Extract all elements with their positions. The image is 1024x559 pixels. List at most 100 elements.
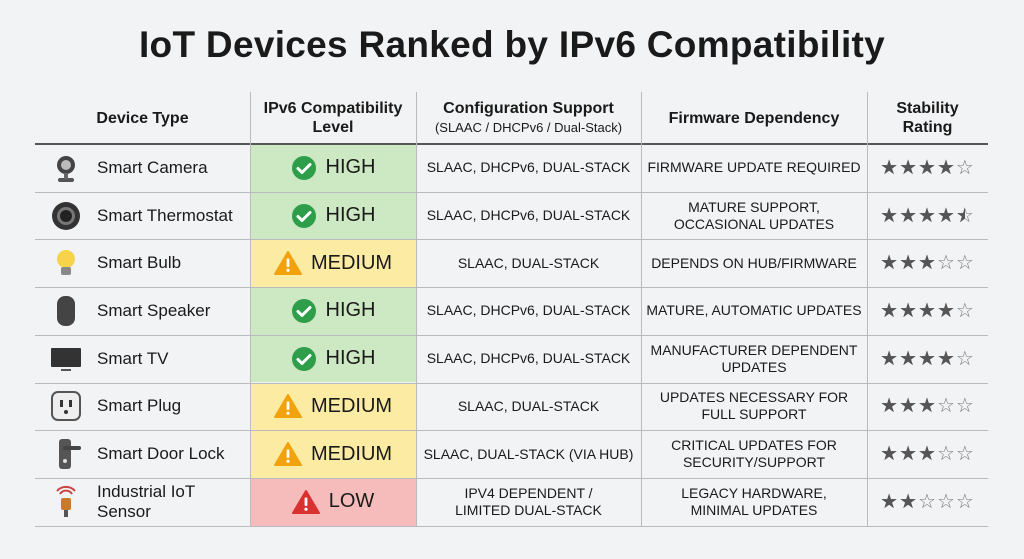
header-text: Firmware Dependency bbox=[668, 109, 840, 127]
device-icon bbox=[49, 485, 83, 519]
header-cell: Configuration Support (SLAAC / DHCPv6 / D… bbox=[416, 92, 641, 144]
level-bg bbox=[250, 144, 416, 192]
level-icon bbox=[291, 155, 317, 181]
firmware-cell: DEPENDS ON HUB/FIRMWARE bbox=[641, 239, 867, 287]
level-text: MEDIUM bbox=[310, 442, 393, 465]
device-name: Smart Camera bbox=[97, 157, 208, 177]
device-name: Smart Plug bbox=[97, 396, 182, 416]
config-cell: SLAAC, DHCPv6, DUAL-STACK bbox=[416, 192, 641, 240]
device-cell: Industrial IoT Sensor bbox=[35, 478, 250, 526]
firmware-cell: UPDATES NECESSARY FOR FULL SUPPORT bbox=[641, 383, 867, 431]
device-icon bbox=[49, 389, 83, 423]
row-line bbox=[35, 477, 988, 479]
row-line bbox=[35, 382, 988, 384]
star-rating: ☆☆☆☆☆★★★★★ bbox=[880, 299, 975, 322]
device-name: Smart Thermostat bbox=[97, 205, 233, 225]
level-text: LOW bbox=[328, 490, 375, 513]
stars-filled: ★★★★★ bbox=[880, 253, 937, 274]
firmware-text: MATURE SUPPORT, bbox=[688, 198, 820, 215]
config-cell: SLAAC, DUAL-STACK bbox=[416, 239, 641, 287]
stars-filled: ★★★★★ bbox=[880, 348, 956, 369]
star-rating: ☆☆☆☆☆★★★★★ bbox=[880, 347, 975, 370]
firmware-cell: LEGACY HARDWARE, MINIMAL UPDATES bbox=[641, 478, 867, 526]
level-text: HIGH bbox=[325, 156, 376, 179]
stars-filled: ★★★★★ bbox=[880, 444, 937, 465]
config-cell: SLAAC, DHCPv6, DUAL-STACK bbox=[416, 144, 641, 192]
header-cell: Stability Rating bbox=[867, 92, 988, 144]
level-bg bbox=[250, 382, 416, 431]
config-text: SLAAC, DHCPv6, DUAL-STACK bbox=[426, 159, 631, 176]
level-icon bbox=[273, 393, 302, 419]
level-text: HIGH bbox=[325, 299, 376, 322]
device-icon bbox=[49, 342, 83, 376]
level-cell: HIGH bbox=[250, 287, 416, 335]
device-icon bbox=[49, 246, 83, 280]
firmware-cell: CRITICAL UPDATES FOR SECURITY/SUPPORT bbox=[641, 430, 867, 478]
device-cell: Smart Speaker bbox=[35, 287, 250, 335]
firmware-text: UPDATES NECESSARY FOR bbox=[659, 389, 849, 406]
header-subtext: (SLAAC / DHCPv6 / Dual-Stack) bbox=[434, 120, 623, 135]
device-cell: Smart Camera bbox=[35, 144, 250, 192]
header-line bbox=[35, 143, 988, 145]
header-cell: IPv6 Compatibility Level bbox=[250, 92, 416, 144]
device-name: Smart TV bbox=[97, 348, 169, 368]
level-icon bbox=[291, 489, 320, 515]
row-line bbox=[35, 239, 988, 241]
level-cell: MEDIUM bbox=[250, 383, 416, 431]
level-text: MEDIUM bbox=[310, 394, 393, 417]
config-text: IPV4 DEPENDENT / bbox=[464, 484, 593, 501]
rating-cell: ☆☆☆☆☆★★★★★ bbox=[867, 192, 988, 240]
stars-filled: ★★★★★ bbox=[880, 396, 937, 417]
header-text: IPv6 Compatibility bbox=[263, 100, 403, 117]
rating-cell: ☆☆☆☆☆★★★★★ bbox=[867, 383, 988, 431]
level-icon bbox=[291, 298, 317, 324]
level-cell: HIGH bbox=[250, 335, 416, 383]
level-cell: HIGH bbox=[250, 144, 416, 192]
column-line bbox=[416, 92, 417, 526]
config-cell: SLAAC, DUAL-STACK bbox=[416, 383, 641, 431]
star-rating: ☆☆☆☆☆★★★★★ bbox=[880, 252, 975, 275]
row-line bbox=[35, 334, 988, 336]
header-text: Level bbox=[312, 119, 354, 136]
level-text: HIGH bbox=[325, 347, 376, 370]
device-cell: Smart Bulb bbox=[35, 239, 250, 287]
star-rating: ☆☆☆☆☆★★★★★ bbox=[880, 204, 975, 227]
level-bg bbox=[250, 239, 416, 288]
config-cell: SLAAC, DHCPv6, DUAL-STACK bbox=[416, 287, 641, 335]
config-text: LIMITED DUAL-STACK bbox=[455, 501, 602, 518]
level-icon bbox=[273, 441, 302, 467]
device-name: Smart Door Lock bbox=[97, 444, 225, 464]
row-line bbox=[35, 191, 988, 193]
rating-cell: ☆☆☆☆☆★★★★★ bbox=[867, 478, 988, 526]
header-text: Device Type bbox=[96, 109, 189, 127]
row-line bbox=[35, 430, 988, 432]
level-cell: HIGH bbox=[250, 192, 416, 240]
row-line bbox=[35, 287, 988, 289]
level-bg bbox=[250, 287, 416, 335]
device-icon bbox=[49, 294, 83, 328]
title: IoT Devices Ranked by IPv6 Compatibility bbox=[138, 24, 886, 65]
device-cell: Smart Plug bbox=[35, 383, 250, 431]
config-cell: SLAAC, DUAL-STACK (VIA HUB) bbox=[416, 430, 641, 478]
header-cell: Device Type bbox=[35, 92, 250, 144]
row-line bbox=[35, 525, 988, 527]
star-rating: ☆☆☆☆☆★★★★★ bbox=[880, 156, 975, 179]
firmware-text: LEGACY HARDWARE, bbox=[681, 484, 827, 501]
firmware-text: MINIMAL UPDATES bbox=[690, 501, 818, 518]
star-rating: ☆☆☆☆☆★★★★★ bbox=[880, 395, 975, 418]
device-cell: Smart Thermostat bbox=[35, 192, 250, 240]
firmware-text: MATURE, AUTOMATIC UPDATES bbox=[646, 302, 862, 319]
star-rating: ☆☆☆☆☆★★★★★ bbox=[880, 490, 975, 513]
header-text: Rating bbox=[902, 119, 953, 136]
level-icon bbox=[273, 250, 302, 276]
firmware-text: SECURITY/SUPPORT bbox=[682, 454, 826, 471]
level-bg bbox=[250, 430, 416, 478]
column-line bbox=[641, 92, 642, 526]
stars-filled: ★★★★★ bbox=[880, 491, 919, 512]
level-icon bbox=[291, 346, 317, 372]
level-text: HIGH bbox=[325, 204, 376, 227]
firmware-cell: MANUFACTURER DEPENDENT UPDATES bbox=[641, 335, 867, 383]
firmware-text: DEPENDS ON HUB/FIRMWARE bbox=[651, 254, 857, 271]
device-name: Smart Speaker bbox=[97, 300, 211, 320]
